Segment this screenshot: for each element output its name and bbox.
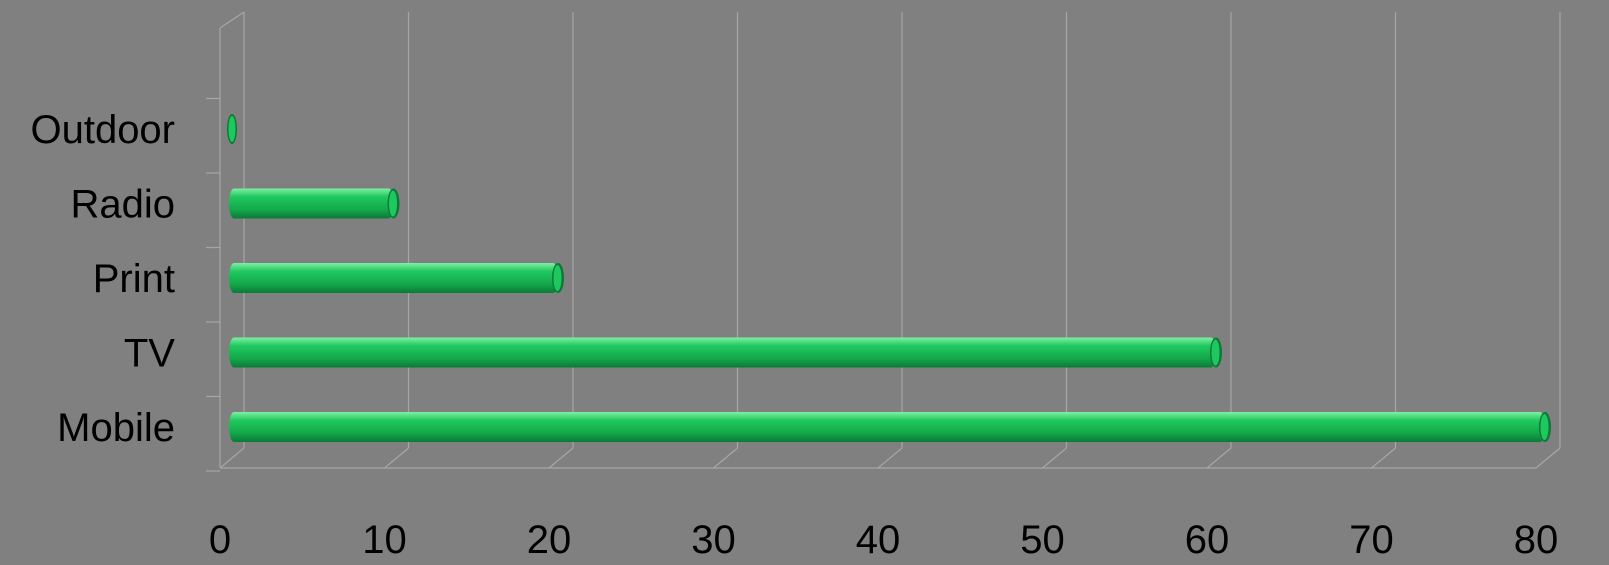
x-tick-label: 0: [209, 518, 231, 562]
bar-end-face: [228, 116, 236, 142]
x-tick-label: 30: [691, 518, 736, 562]
bar-end-face: [1211, 339, 1220, 366]
floor-gridline: [1042, 447, 1067, 469]
floor-gridline: [1371, 447, 1396, 469]
bar-end-face: [389, 190, 397, 217]
floor-gridline: [1535, 447, 1561, 469]
chart-labels: 0 10 20 30 40 50 60 70 80 Mobile TV Print Radio Outdo…: [30, 108, 1558, 562]
floor-gridline: [713, 447, 738, 469]
category-label-tv: TV: [124, 332, 175, 376]
x-tick-label: 70: [1349, 518, 1394, 562]
x-tick-label: 60: [1185, 518, 1230, 562]
x-tick-label: 40: [856, 518, 901, 562]
chart-gridlines: [219, 12, 1561, 469]
bar-body: [229, 188, 394, 219]
category-label-outdoor: Outdoor: [30, 108, 175, 152]
bar-print: [229, 263, 564, 293]
bar-end-face: [553, 265, 562, 291]
floor-gridline: [384, 447, 409, 469]
chart-bars: [227, 114, 1551, 442]
floor-gridline: [548, 447, 574, 469]
side-wall-top-edge: [219, 11, 245, 29]
bar-body: [229, 337, 1216, 368]
bar-body: [229, 412, 1545, 442]
bar-end-face: [1540, 414, 1549, 440]
floor-gridline: [1206, 447, 1232, 469]
bar-mobile: [229, 412, 1551, 442]
floor-gridline: [877, 447, 903, 469]
bar-radio: [229, 188, 400, 219]
x-tick-label: 50: [1020, 518, 1065, 562]
bar-body: [229, 263, 558, 293]
category-label-mobile: Mobile: [57, 406, 175, 450]
floor-gridline: [219, 447, 245, 469]
category-label-print: Print: [93, 257, 175, 301]
category-label-radio: Radio: [70, 183, 175, 227]
chart-axes: [206, 11, 1536, 472]
x-tick-label: 20: [527, 518, 572, 562]
bar-outdoor: [227, 114, 237, 144]
x-tick-label: 80: [1514, 518, 1559, 562]
x-tick-label: 10: [362, 518, 407, 562]
bar-tv: [229, 337, 1222, 368]
